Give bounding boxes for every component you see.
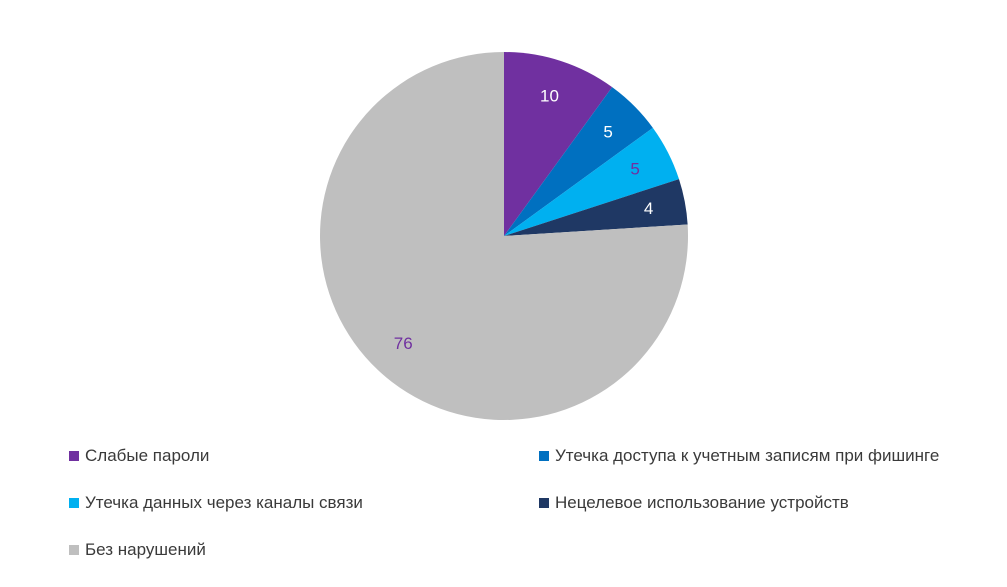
pie-slice-device-misuse [504, 179, 688, 236]
data-label-phishing: 5 [603, 122, 612, 141]
data-label-weak-passwords: 10 [540, 87, 559, 106]
pie-slice-no-violations [320, 52, 688, 420]
pie-slice-weak-passwords [504, 52, 613, 236]
pie-slice-channel-leak [504, 127, 679, 236]
data-label-channel-leak: 5 [630, 160, 639, 179]
data-label-no-violations: 76 [394, 334, 413, 353]
data-label-device-misuse: 4 [644, 199, 653, 218]
pie-slice-phishing [504, 87, 653, 237]
